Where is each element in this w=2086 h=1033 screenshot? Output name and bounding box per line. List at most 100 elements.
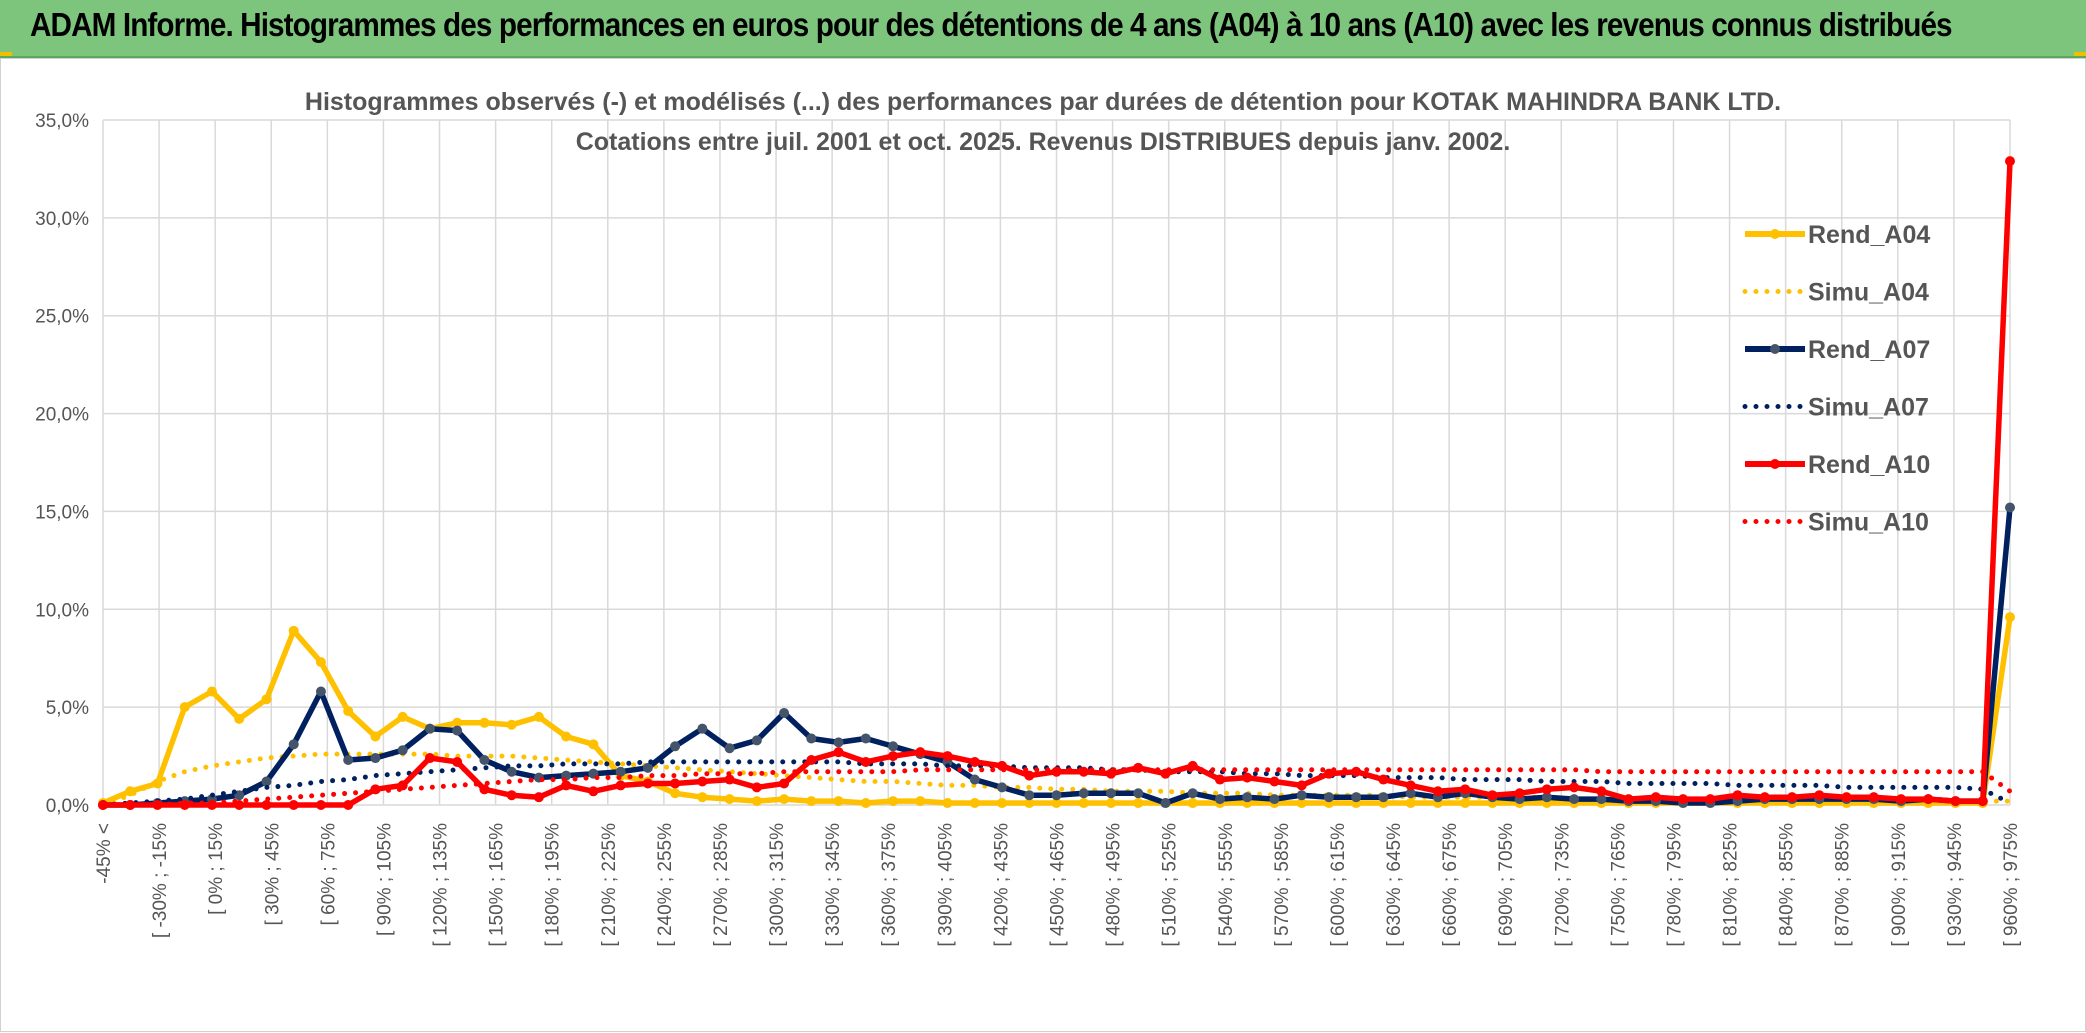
corner-accent-left <box>0 52 12 56</box>
data-point <box>751 796 762 807</box>
x-tick-label: [ 30% ; 45% <box>262 823 283 926</box>
data-point <box>1787 792 1798 803</box>
page-title: ADAM Informe. Histogrammes des performan… <box>30 6 1953 43</box>
data-point <box>1024 798 1035 809</box>
data-point <box>1214 794 1225 805</box>
data-point <box>1296 780 1307 791</box>
x-tick-label: [ 720% ; 735% <box>1552 823 1573 947</box>
x-tick-label: [ 960% ; 975% <box>2001 823 2022 947</box>
data-point <box>2005 612 2015 623</box>
data-point <box>1051 798 1062 809</box>
data-point <box>697 776 708 787</box>
data-point <box>615 780 626 791</box>
data-point <box>1214 774 1225 785</box>
data-point <box>1623 794 1634 805</box>
data-point <box>833 747 844 758</box>
data-point <box>942 798 953 809</box>
x-tick-label: [ 150% ; 165% <box>487 823 508 947</box>
data-point <box>343 800 354 810</box>
x-tick-label: [ 900% ; 915% <box>1889 823 1910 947</box>
data-point <box>915 747 926 758</box>
data-point <box>1868 792 1879 803</box>
data-point <box>1105 788 1116 799</box>
data-point <box>1405 780 1416 791</box>
data-point <box>343 754 354 765</box>
data-point <box>969 774 980 785</box>
x-tick-label: [ 540% ; 555% <box>1216 823 1237 947</box>
data-point <box>588 739 599 750</box>
data-point <box>179 702 190 713</box>
data-point <box>1814 790 1825 801</box>
data-point <box>670 788 681 799</box>
data-point <box>806 796 817 807</box>
legend-label: Simu_A07 <box>1808 394 1929 422</box>
data-point <box>1514 788 1525 799</box>
chart-subtitle: Cotations entre juil. 2001 et oct. 2025.… <box>576 128 1511 156</box>
data-point <box>315 800 326 810</box>
series-Rend_A10 <box>98 156 2015 810</box>
data-point <box>1759 792 1770 803</box>
x-tick-label: [ 450% ; 465% <box>1048 823 1069 947</box>
data-point <box>2005 502 2015 513</box>
y-tick-label: 15,0% <box>35 502 89 523</box>
x-tick-label: [ 480% ; 495% <box>1104 823 1125 947</box>
data-point <box>479 754 490 765</box>
data-point <box>424 723 435 734</box>
data-point <box>1242 792 1253 803</box>
data-point <box>1923 794 1934 805</box>
x-tick-label: [ 630% ; 645% <box>1384 823 1405 947</box>
x-tick-label: [ 810% ; 825% <box>1721 823 1742 947</box>
data-point <box>588 786 599 797</box>
data-point <box>1160 798 1171 809</box>
data-point <box>779 778 790 789</box>
corner-accent-right <box>2074 52 2086 56</box>
legend-marker <box>1770 229 1780 239</box>
data-point <box>1105 798 1116 809</box>
data-point <box>1460 784 1471 795</box>
legend-label: Rend_A04 <box>1808 221 1930 249</box>
data-point <box>1405 788 1416 799</box>
data-point <box>1950 796 1961 807</box>
legend-label: Rend_A10 <box>1808 451 1930 479</box>
data-point <box>888 741 899 752</box>
data-point <box>561 731 572 742</box>
data-point <box>615 766 626 777</box>
x-tick-label: [ 270% ; 285% <box>711 823 732 947</box>
data-point <box>397 711 408 722</box>
legend-item-Rend_A10: Rend_A10 <box>1745 451 1930 479</box>
data-point <box>1732 790 1743 801</box>
data-point <box>1296 798 1307 809</box>
data-point <box>779 708 790 719</box>
data-point <box>806 754 817 765</box>
data-point <box>452 725 463 736</box>
data-point <box>452 756 463 767</box>
data-point <box>533 711 544 722</box>
x-tick-label: [ 660% ; 675% <box>1440 823 1461 947</box>
legend: Rend_A04 Simu_A04 Rend_A07 Simu_A07 Rend_A10… <box>1742 221 1930 537</box>
data-point <box>751 782 762 793</box>
data-point <box>806 733 817 744</box>
x-tick-label: [ 0% ; 15% <box>206 823 227 915</box>
x-tick-label: [ 300% ; 315% <box>767 823 788 947</box>
x-tick-label: [ 570% ; 585% <box>1272 823 1293 947</box>
y-tick-label: 20,0% <box>35 405 89 426</box>
x-tick-label: -45% < <box>94 823 115 884</box>
x-tick-label: [ 390% ; 405% <box>935 823 956 947</box>
data-point <box>234 713 245 724</box>
x-tick-label: [ 780% ; 795% <box>1664 823 1685 947</box>
series-Simu_A10 <box>100 767 2013 808</box>
data-point <box>724 774 735 785</box>
data-point <box>1896 794 1907 805</box>
data-point <box>1242 772 1253 783</box>
data-point <box>969 756 980 767</box>
legend-item-Simu_A10: Simu_A10 <box>1742 509 1929 537</box>
legend-label: Simu_A10 <box>1808 509 1929 537</box>
data-point <box>288 739 299 750</box>
legend-item-Simu_A07: Simu_A07 <box>1742 394 1929 422</box>
x-tick-label: [ 420% ; 435% <box>991 823 1012 947</box>
data-point <box>479 784 490 795</box>
legend-item-Simu_A04: Simu_A04 <box>1742 279 1929 307</box>
data-point <box>1269 776 1280 787</box>
data-point <box>1541 784 1552 795</box>
data-point <box>1133 788 1144 799</box>
